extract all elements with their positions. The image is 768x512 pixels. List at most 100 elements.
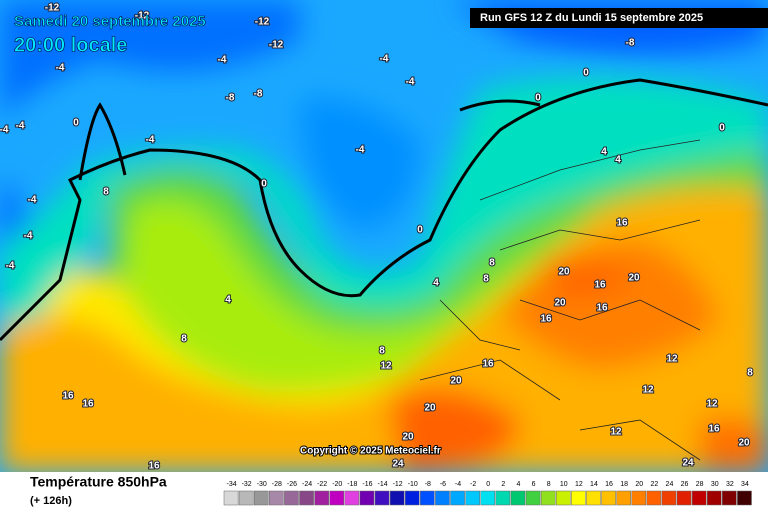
contour-label: 20 — [738, 438, 750, 449]
scale-label: 2 — [501, 481, 505, 488]
scale-swatch — [691, 490, 707, 506]
scale-label: -12 — [393, 481, 403, 488]
contour-label: -12 — [269, 40, 284, 51]
scale-swatch — [374, 490, 390, 506]
scale-swatch — [253, 490, 269, 506]
contour-label: 8 — [747, 368, 753, 379]
contour-label: 0 — [73, 118, 79, 129]
scale-label: -8 — [425, 481, 431, 488]
contour-label: 16 — [596, 303, 608, 314]
contour-label: 24 — [392, 459, 404, 470]
scale-swatch — [223, 490, 239, 506]
scale-label: -32 — [242, 481, 252, 488]
contour-label: -12 — [45, 3, 60, 14]
contour-label: 8 — [483, 274, 489, 285]
contour-label: -4 — [0, 125, 9, 136]
contour-label: 16 — [82, 399, 94, 410]
contour-label: 16 — [594, 280, 606, 291]
scale-swatch — [238, 490, 254, 506]
scale-swatch — [706, 490, 722, 506]
contour-label: -8 — [226, 93, 235, 104]
scale-label: -30 — [257, 481, 267, 488]
scale-swatch — [450, 490, 465, 506]
scale-swatch — [571, 490, 586, 506]
scale-swatch — [344, 490, 360, 506]
contour-label: 8 — [379, 346, 385, 357]
scale-swatch — [601, 490, 616, 506]
scale-swatch — [420, 490, 435, 506]
scale-swatch — [359, 490, 375, 506]
color-scale: -34 -32 -30 -28 -26 -24 -22 -20 -18 -16 -14 -12 -10-… — [223, 481, 752, 506]
temperature-field — [0, 0, 768, 472]
scale-label: 8 — [547, 481, 551, 488]
contour-label: 4 — [601, 147, 607, 158]
scale-swatch — [404, 490, 420, 506]
scale-label: 26 — [681, 481, 689, 488]
contour-label: -4 — [6, 261, 15, 272]
scale-swatch — [586, 490, 601, 506]
contour-label: -4 — [16, 121, 25, 132]
lead-time: (+ 126h) — [30, 495, 72, 507]
scale-swatch — [722, 490, 737, 506]
scale-label: 16 — [605, 481, 613, 488]
contour-label: 12 — [380, 361, 392, 372]
contour-label: -8 — [626, 38, 635, 49]
scale-swatch — [555, 490, 571, 506]
contour-label: 4 — [615, 155, 621, 166]
forecast-date: Samedi 20 septembre 2025 — [14, 13, 206, 30]
scale-label: 22 — [650, 481, 658, 488]
contour-label: 16 — [148, 461, 160, 472]
contour-label: 12 — [610, 427, 622, 438]
contour-label: 20 — [628, 273, 640, 284]
run-info: Run GFS 12 Z du Lundi 15 septembre 2025 — [480, 12, 703, 24]
scale-label: -18 — [347, 481, 357, 488]
scale-swatch — [314, 490, 329, 506]
scale-swatch — [616, 490, 631, 506]
contour-label: 16 — [540, 314, 552, 325]
scale-label: -14 — [377, 481, 387, 488]
scale-label: 12 — [575, 481, 583, 488]
scale-label: 28 — [696, 481, 704, 488]
scale-label: 24 — [666, 481, 674, 488]
scale-swatch — [435, 490, 450, 506]
contour-label: 16 — [616, 218, 628, 229]
scale-label: -16 — [362, 481, 372, 488]
scale-label: 4 — [516, 481, 520, 488]
contour-label: 0 — [535, 93, 541, 104]
scale-label: 18 — [620, 481, 628, 488]
scale-label: 32 — [726, 481, 734, 488]
contour-label: 0 — [417, 225, 423, 236]
contour-label: 0 — [719, 123, 725, 134]
contour-label: -4 — [380, 54, 389, 65]
contour-label: 8 — [103, 187, 109, 198]
scale-label: -4 — [455, 481, 461, 488]
scale-label: -26 — [287, 481, 297, 488]
scale-swatch — [540, 490, 556, 506]
scale-label: -34 — [226, 481, 236, 488]
scale-swatch — [465, 490, 480, 506]
scale-label: -24 — [302, 481, 312, 488]
scale-swatch — [329, 490, 345, 506]
contour-label: -4 — [28, 195, 37, 206]
scale-swatch — [631, 490, 647, 506]
contour-label: -4 — [356, 145, 365, 156]
scale-label: -28 — [272, 481, 282, 488]
scale-label: -20 — [332, 481, 342, 488]
contour-label: -4 — [24, 231, 33, 242]
scale-swatch — [284, 490, 299, 506]
contour-label: 20 — [424, 403, 436, 414]
contour-labels: -12 -12 -12 -12 -8 -4 -4 -4 -4 -4 -4 -4 -4 -4 -4 -8 -8 0 0… — [0, 2, 754, 473]
scale-label: 34 — [741, 481, 749, 488]
run-banner — [470, 8, 768, 28]
scale-swatch — [299, 490, 314, 506]
contour-label: 20 — [450, 376, 462, 387]
scale-swatch — [389, 490, 405, 506]
contour-label: 8 — [181, 334, 187, 345]
scale-label: -10 — [408, 481, 418, 488]
scale-label: 30 — [711, 481, 719, 488]
scale-swatch — [737, 490, 752, 506]
contour-label: -12 — [135, 11, 150, 22]
scale-label: -6 — [440, 481, 446, 488]
forecast-time: 20:00 locale — [14, 34, 127, 56]
